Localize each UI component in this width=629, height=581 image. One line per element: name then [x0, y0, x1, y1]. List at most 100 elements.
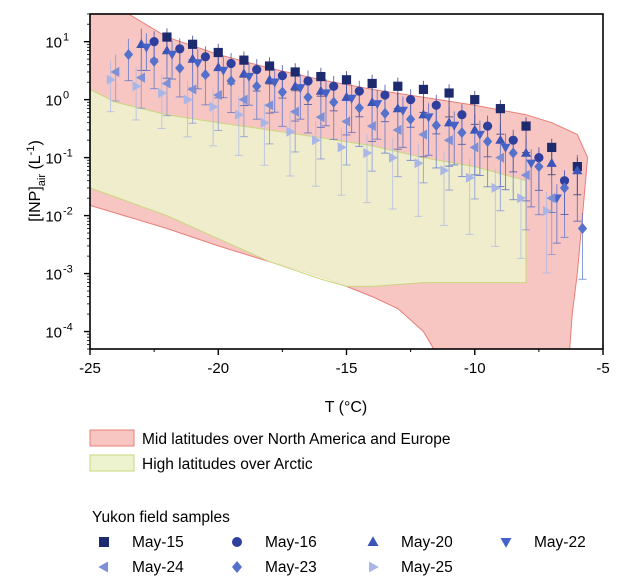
data-point: [577, 222, 588, 234]
y-tick-exponent: 0: [63, 90, 69, 102]
data-point: [149, 55, 159, 67]
data-point: [534, 153, 544, 163]
data-point: [238, 94, 248, 105]
data-point: [520, 170, 530, 181]
series-legend-marker: [232, 561, 242, 573]
data-point: [161, 78, 171, 89]
series-legend-marker: [500, 538, 512, 548]
data-point: [320, 89, 331, 99]
data-point: [363, 148, 373, 159]
y-axis-label-close: ): [27, 140, 44, 145]
data-point: [392, 124, 402, 135]
data-point: [354, 102, 364, 114]
data-point: [162, 32, 172, 42]
series-legend-marker: [369, 561, 379, 573]
data-point: [218, 66, 229, 76]
y-axis-label-unit-exp: -1: [25, 146, 37, 156]
data-point: [187, 84, 197, 95]
data-point: [123, 49, 134, 60]
data-point: [431, 119, 441, 131]
data-point: [470, 95, 480, 105]
data-point: [235, 109, 245, 120]
data-point: [534, 161, 544, 173]
data-point: [559, 176, 570, 186]
series-legend-marker: [367, 536, 379, 546]
series-legend-label: May-23: [265, 559, 317, 576]
data-point: [200, 52, 211, 62]
data-point: [372, 100, 383, 109]
y-tick-label: 10: [45, 93, 62, 110]
data-point: [106, 74, 116, 85]
data-point: [346, 94, 357, 104]
data-point: [244, 72, 255, 82]
data-point: [474, 130, 485, 140]
data-point: [414, 158, 424, 169]
data-point: [517, 193, 527, 204]
data-point: [406, 113, 416, 125]
data-point: [183, 94, 193, 105]
data-point: [542, 205, 552, 217]
band-2: [90, 88, 527, 287]
data-point: [136, 72, 145, 83]
data-point: [239, 55, 249, 65]
data-point: [423, 113, 434, 123]
data-point: [295, 84, 306, 94]
data-point: [341, 75, 352, 85]
data-point: [226, 58, 236, 69]
data-point: [393, 81, 403, 91]
y-tick-label: 10: [45, 35, 62, 52]
y-axis-label-sub: air: [36, 174, 48, 187]
series-legend-label: May-22: [534, 534, 586, 551]
data-point: [264, 61, 275, 71]
data-point: [158, 88, 168, 99]
data-point: [209, 101, 219, 112]
data-point: [508, 135, 518, 145]
data-point: [559, 182, 570, 194]
data-point: [380, 90, 390, 100]
data-point: [286, 126, 296, 137]
data-point: [175, 62, 185, 74]
data-point: [572, 165, 583, 175]
samples-legend-title: Yukon field samples: [92, 509, 230, 526]
y-tick-exponent: 1: [63, 32, 69, 44]
data-point: [431, 100, 441, 110]
data-point: [526, 159, 537, 169]
x-tick-label: -10: [464, 360, 486, 377]
data-point: [389, 152, 398, 163]
data-point: [491, 182, 501, 193]
data-point: [449, 121, 460, 131]
data-point: [469, 142, 479, 153]
data-point: [397, 106, 408, 116]
data-point: [380, 107, 390, 119]
y-tick-label: 10: [45, 209, 62, 226]
data-point: [444, 88, 454, 98]
data-point: [141, 43, 152, 53]
data-point: [175, 44, 185, 54]
data-point: [303, 76, 313, 86]
series-legend-label: May-25: [401, 559, 453, 576]
data-point: [440, 165, 450, 176]
data-point: [260, 117, 270, 128]
y-tick-exponent: -1: [63, 148, 73, 160]
data-point: [188, 39, 198, 49]
data-point: [546, 157, 557, 167]
y-axis-label-main: [INP]: [27, 186, 44, 222]
x-tick-label: -25: [79, 360, 101, 377]
data-point: [521, 121, 531, 131]
series-legend-label: May-16: [265, 534, 317, 551]
y-tick-label: 10: [45, 151, 62, 168]
data-point: [418, 84, 429, 95]
series-legend: May-15 May-16 May-20 May-22 May-24 May-23 May-…: [98, 534, 586, 576]
series-legend-marker: [98, 561, 108, 573]
data-point: [303, 91, 313, 103]
data-point: [213, 90, 222, 101]
data-point: [252, 80, 262, 92]
data-point: [495, 134, 506, 144]
data-point: [110, 66, 120, 77]
series-legend-label: May-20: [401, 534, 453, 551]
series-legend-label: May-24: [132, 559, 184, 576]
data-point: [500, 143, 511, 153]
data-point: [264, 100, 274, 111]
data-point: [546, 193, 556, 204]
